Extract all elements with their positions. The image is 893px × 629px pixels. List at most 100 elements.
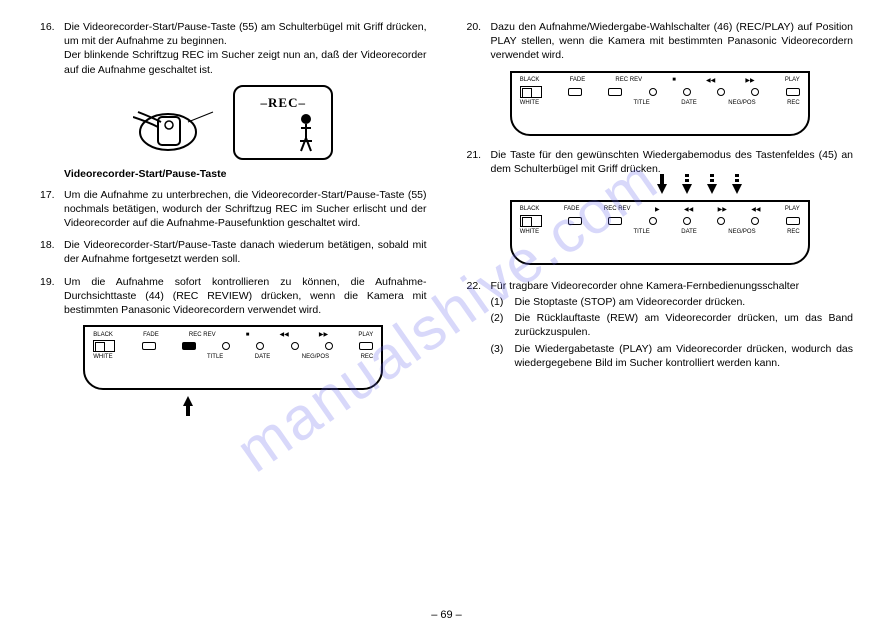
play-icon: ▶ <box>655 206 660 213</box>
page-number: – 69 – <box>431 609 462 621</box>
hand-illustration <box>133 87 223 157</box>
panel-label: DATE <box>255 354 271 360</box>
item-number: 16. <box>40 20 64 77</box>
item-16: 16. Die Videorecorder-Start/Pause-Taste … <box>40 20 427 77</box>
item-text: Um die Aufnahme sofort kontrollieren zu … <box>64 275 427 318</box>
switch-icon <box>93 340 115 352</box>
arrow-down-icon <box>657 184 667 194</box>
panel-label: TITLE <box>207 354 223 360</box>
button-icon <box>717 88 725 96</box>
control-panel-figure-1: BLACK FADE REC REV ■ ◀◀ ▶▶ PLAY <box>64 325 403 390</box>
item-text: Die Videorecorder-Start/Pause-Taste dana… <box>64 238 427 266</box>
panel-label: WHITE <box>520 229 539 235</box>
panel-label: REC REV <box>615 77 642 83</box>
panel-label: WHITE <box>93 354 112 360</box>
item-text: Die Taste für den gewünschten Wiedergabe… <box>491 148 854 176</box>
content-columns: 16. Die Videorecorder-Start/Pause-Taste … <box>40 20 853 406</box>
panel-label: REC <box>361 354 374 360</box>
panel-label: TITLE <box>633 100 649 106</box>
button-icon <box>786 88 800 96</box>
sub-number: (3) <box>491 342 515 370</box>
rec-label: –REC– <box>261 95 306 111</box>
panel-label: NEG/POS <box>302 354 329 360</box>
sub-text: Die Wiedergabetaste (PLAY) am Videorecor… <box>515 342 854 370</box>
person-icon <box>296 113 316 153</box>
button-icon <box>142 342 156 350</box>
button-icon <box>608 217 622 225</box>
button-icon <box>683 217 691 225</box>
rew2-icon: ◀◀ <box>751 206 760 213</box>
button-icon <box>568 217 582 225</box>
button-icon <box>717 217 725 225</box>
button-icon <box>359 342 373 350</box>
panel-label: DATE <box>681 229 697 235</box>
ff-icon: ▶▶ <box>319 331 328 338</box>
item-number: 19. <box>40 275 64 318</box>
sub-number: (2) <box>491 311 515 339</box>
rew-icon: ◀◀ <box>684 206 693 213</box>
panel-label: PLAY <box>785 206 800 212</box>
switch-icon <box>520 215 542 227</box>
button-icon <box>649 88 657 96</box>
rec-figure: –REC– <box>64 85 403 160</box>
button-icon <box>256 342 264 350</box>
item-number: 20. <box>467 20 491 63</box>
arrow-up-icon <box>183 396 193 406</box>
button-icon <box>608 88 622 96</box>
panel-label: NEG/POS <box>728 229 755 235</box>
item-number: 17. <box>40 188 64 231</box>
item-21: 21. Die Taste für den gewünschten Wieder… <box>467 148 854 176</box>
stop-icon: ■ <box>672 77 676 83</box>
arrow-indicator <box>0 396 427 406</box>
left-column: 16. Die Videorecorder-Start/Pause-Taste … <box>40 20 427 406</box>
button-icon <box>568 88 582 96</box>
panel-label: BLACK <box>93 332 113 338</box>
button-icon <box>683 88 691 96</box>
panel-label: REC <box>787 229 800 235</box>
button-icon <box>222 342 230 350</box>
panel-label: NEG/POS <box>728 100 755 106</box>
item-20: 20. Dazu den Aufnahme/Wiedergabe-Wahlsch… <box>467 20 854 63</box>
right-column: 20. Dazu den Aufnahme/Wiedergabe-Wahlsch… <box>467 20 854 406</box>
item-text: Für tragbare Videorecorder ohne Kamera-F… <box>491 279 854 370</box>
switch-icon <box>520 86 542 98</box>
panel-label: REC REV <box>189 332 216 338</box>
control-panel: BLACK FADE REC REV ■ ◀◀ ▶▶ PLAY <box>510 71 810 136</box>
item-text: Dazu den Aufnahme/Wiedergabe-Wahlschalte… <box>491 20 854 63</box>
control-panel-figure-2: BLACK FADE REC REV ■ ◀◀ ▶▶ PLAY <box>491 71 830 136</box>
arrow-down-dashed-icon <box>732 184 742 194</box>
panel-label: DATE <box>681 100 697 106</box>
text-line: Die Videorecorder-Start/Pause-Taste (55)… <box>64 21 427 47</box>
rew-icon: ◀◀ <box>280 331 289 338</box>
arrow-down-dashed-icon <box>682 184 692 194</box>
rew-icon: ◀◀ <box>706 77 715 84</box>
button-icon <box>182 342 196 350</box>
panel-label: PLAY <box>358 332 373 338</box>
text-line: Der blinkende Schriftzug REC im Sucher z… <box>64 49 427 75</box>
panel-label: FADE <box>564 206 580 212</box>
control-panel: BLACK FADE REC REV ■ ◀◀ ▶▶ PLAY <box>83 325 383 390</box>
button-icon <box>751 217 759 225</box>
item-text: Die Videorecorder-Start/Pause-Taste (55)… <box>64 20 427 77</box>
button-icon <box>291 342 299 350</box>
sub-item-1: (1) Die Stoptaste (STOP) am Videorecorde… <box>491 295 854 309</box>
panel-label: PLAY <box>785 77 800 83</box>
sub-item-2: (2) Die Rücklauftaste (REW) am Videoreco… <box>491 311 854 339</box>
panel-label: FADE <box>143 332 159 338</box>
panel-label: TITLE <box>633 229 649 235</box>
item-18: 18. Die Videorecorder-Start/Pause-Taste … <box>40 238 427 266</box>
sub-number: (1) <box>491 295 515 309</box>
panel-label: BLACK <box>520 77 540 83</box>
item-number: 18. <box>40 238 64 266</box>
item-number: 22. <box>467 279 491 370</box>
item-19: 19. Um die Aufnahme sofort kontrollieren… <box>40 275 427 318</box>
item-22: 22. Für tragbare Videorecorder ohne Kame… <box>467 279 854 370</box>
viewfinder-screen: –REC– <box>233 85 333 160</box>
item-number: 21. <box>467 148 491 176</box>
stop-icon: ■ <box>246 332 250 338</box>
button-icon <box>649 217 657 225</box>
button-icon <box>786 217 800 225</box>
panel-label: REC <box>787 100 800 106</box>
ff-icon: ▶▶ <box>745 77 754 84</box>
panel-label: FADE <box>570 77 586 83</box>
